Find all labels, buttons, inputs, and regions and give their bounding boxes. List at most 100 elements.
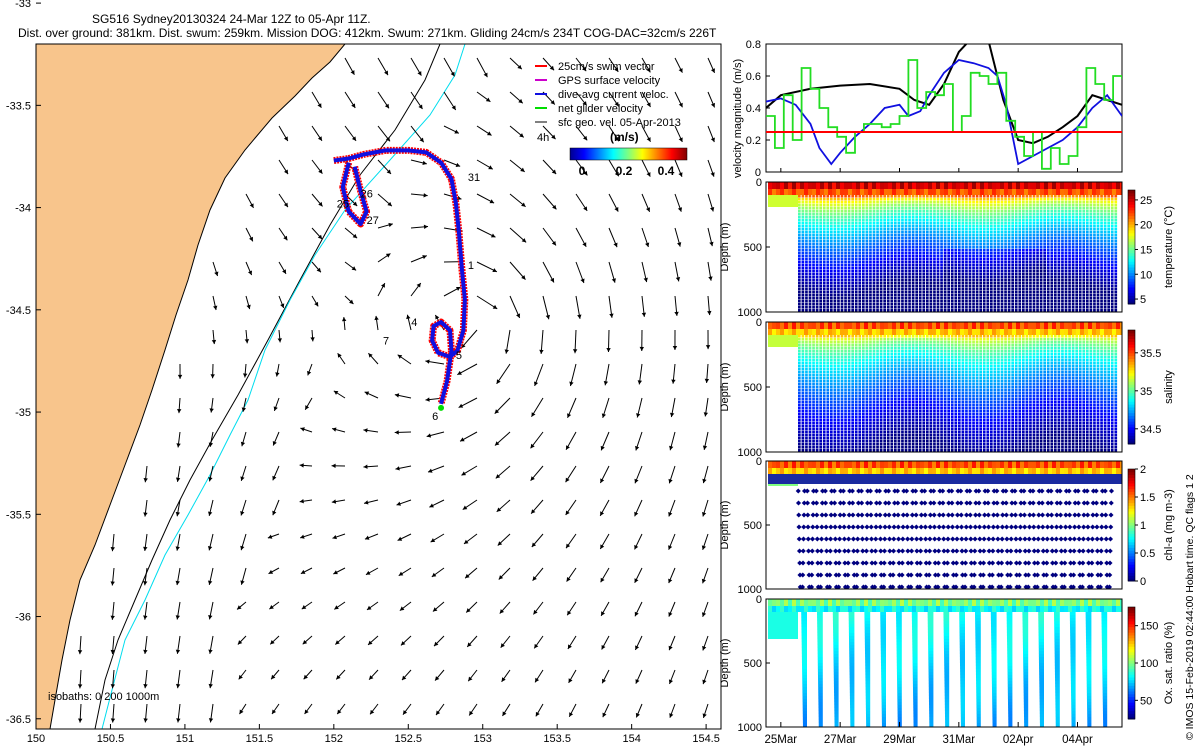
profile-sample [929, 267, 933, 270]
profile-sample [822, 258, 826, 261]
profile-sample [876, 279, 879, 282]
profile-sample [865, 243, 869, 246]
profile-sample [1050, 255, 1054, 258]
profile-sample [1014, 294, 1018, 297]
profile-sample [851, 198, 854, 201]
profile-sample [854, 279, 858, 282]
profile-sample [986, 288, 990, 291]
shelf-sample [771, 335, 774, 347]
profile-sample [954, 300, 958, 303]
profile-sample [1011, 264, 1014, 267]
profile-sample [918, 309, 922, 312]
profile-sample [851, 285, 854, 288]
profile-sample [865, 207, 869, 210]
surface-sample [924, 322, 928, 329]
profile-sample [1039, 249, 1043, 252]
colorbar-tick-label: 15 [1140, 244, 1152, 256]
profile-sample [947, 195, 950, 198]
sfc-velocity-arrowhead [577, 314, 582, 319]
surface-sample [1096, 182, 1100, 189]
sfc-velocity-arrowhead [239, 709, 244, 715]
profile-sample [972, 303, 975, 306]
profile-sample [1032, 222, 1036, 225]
sfc-velocity-arrowhead [504, 349, 509, 354]
profile-sample [815, 285, 819, 288]
profile-sample [915, 279, 918, 282]
profile-sample [876, 270, 879, 273]
profile-sample [904, 273, 908, 276]
profile-sample [890, 276, 894, 279]
map-ytick-label: -34 [15, 203, 31, 215]
near-surface-sample [828, 189, 832, 195]
profile-sample [993, 216, 997, 219]
profile-sample [1061, 225, 1064, 228]
profile-sample [908, 249, 911, 252]
profile-sample [805, 285, 808, 288]
profile-sample [943, 255, 947, 258]
profile-sample [979, 255, 982, 258]
profile-sample [812, 422, 815, 425]
near-surface-sample [1100, 329, 1104, 335]
profile-sample [830, 267, 833, 270]
profile-sample [1022, 276, 1025, 279]
profile-sample [901, 279, 904, 282]
profile-sample [812, 246, 815, 249]
profile-sample [950, 267, 954, 270]
profile-sample [1050, 219, 1054, 222]
profile-sample [815, 380, 819, 383]
surface-sample [984, 182, 988, 189]
profile-sample [1082, 291, 1086, 294]
sfc-velocity-arrowhead [601, 644, 606, 650]
profile-sample [922, 234, 926, 237]
profile-sample [897, 303, 901, 306]
profile-sample [1029, 294, 1032, 297]
profile-sample [879, 225, 883, 228]
profile-sample [1089, 252, 1093, 255]
near-surface-sample [780, 329, 784, 335]
profile-sample [808, 374, 812, 377]
profile-sample [1114, 273, 1118, 276]
surface-sample [928, 182, 932, 189]
profile-sample [812, 398, 815, 401]
near-surface-sample [776, 189, 780, 195]
profile-sample [940, 267, 943, 270]
sfc-velocity-arrowhead [272, 475, 277, 481]
profile-sample [1114, 309, 1118, 312]
sfc-velocity-arrowhead [110, 615, 115, 620]
profile-sample [908, 198, 911, 201]
profile-sample [897, 225, 901, 228]
profile-sample [908, 231, 911, 234]
profile-sample [822, 222, 826, 225]
profile-sample [798, 353, 801, 356]
surface-sample [880, 322, 884, 329]
profile-sample [933, 249, 936, 252]
profile-sample [851, 264, 854, 267]
profile-sample [1068, 294, 1071, 297]
profile-sample [943, 273, 947, 276]
profile-sample [815, 303, 819, 306]
profile-sample [908, 267, 911, 270]
profile-sample [954, 207, 958, 210]
sfc-velocity-arrowhead [551, 134, 556, 140]
profile-sample [1054, 273, 1057, 276]
sfc-velocity-arrowhead [532, 576, 537, 581]
surface-sample [1056, 182, 1060, 189]
profile-sample [1093, 207, 1096, 210]
profile-sample [1043, 231, 1046, 234]
profile-sample [822, 234, 826, 237]
profile-sample [798, 195, 801, 198]
profile-sample [801, 240, 805, 243]
profile-sample [943, 240, 947, 243]
profile-sample [837, 291, 840, 294]
profile-sample [1110, 237, 1114, 240]
profile-sample [1110, 201, 1114, 204]
colorbar-step [1128, 272, 1135, 276]
profile-sample [1043, 219, 1046, 222]
profile-sample [833, 303, 837, 306]
profile-sample [1057, 267, 1061, 270]
profile-sample [1114, 297, 1118, 300]
profile-sample [805, 365, 808, 368]
profile-sample [1071, 237, 1075, 240]
near-surface-sample [1056, 189, 1060, 195]
profile-sample [801, 365, 805, 368]
